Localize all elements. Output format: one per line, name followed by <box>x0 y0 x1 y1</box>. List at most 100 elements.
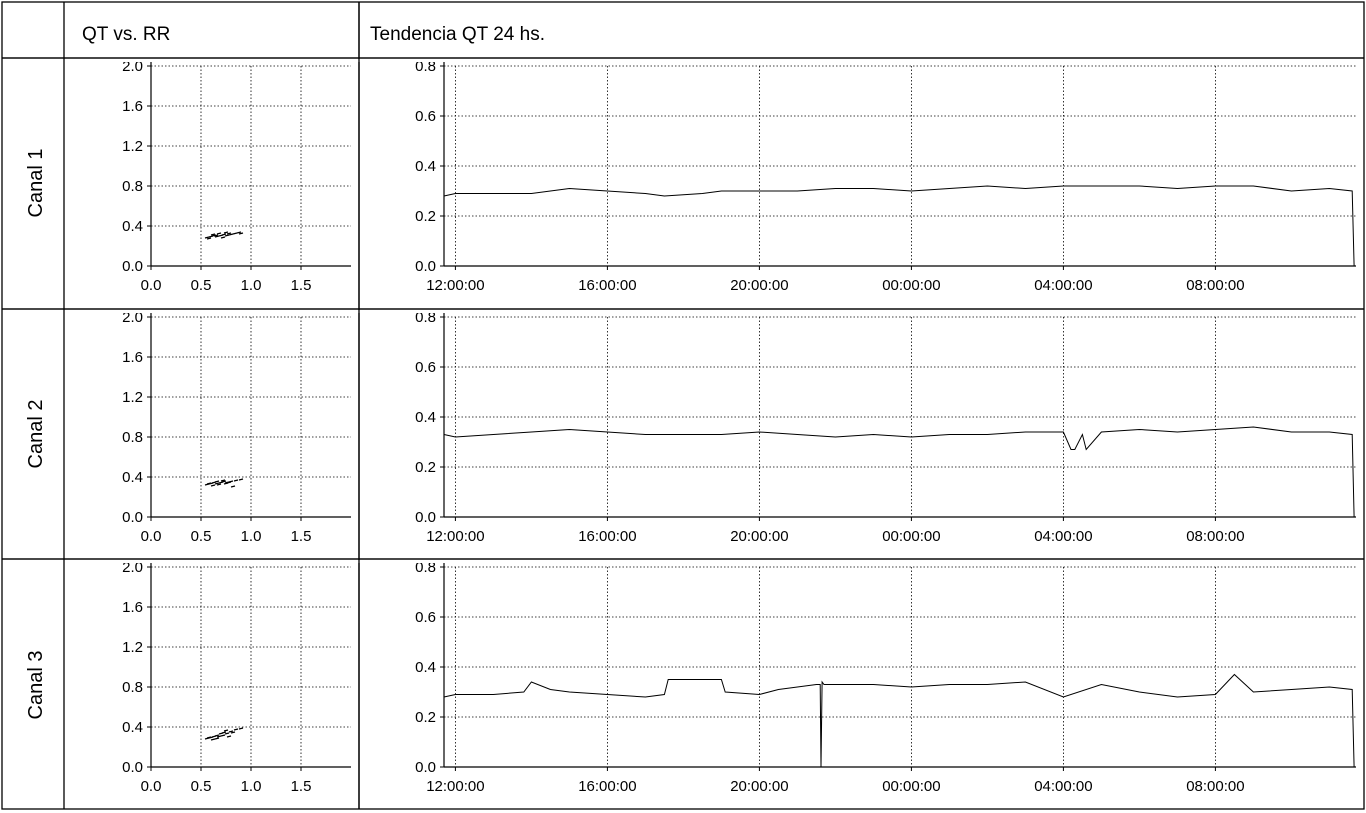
qt-trend-chart-canal-3: 0.0 0.2 0.4 0.6 0.8 12:00:00 16:00:00 20:00:00 0… <box>415 559 1356 795</box>
scatter-point <box>214 482 220 485</box>
scatter-point <box>238 232 244 235</box>
scatter-point <box>223 231 229 234</box>
x-tick-label: 20:00:00 <box>730 778 788 795</box>
scatter-point <box>230 485 236 488</box>
x-tick-label: 12:00:00 <box>426 277 484 294</box>
scatter-point <box>214 734 220 737</box>
qt-trend-chart-canal-1: 0.0 0.2 0.4 0.6 0.8 12:00:00 16:00:00 20:00:00 0… <box>415 58 1356 294</box>
y-tick-label: 0.6 <box>415 609 436 626</box>
y-tick-label: 0.4 <box>122 218 143 235</box>
y-tick-label: 0.8 <box>122 679 143 696</box>
scatter-point <box>210 738 216 741</box>
y-tick-label: 0.4 <box>415 409 436 426</box>
scatter-point <box>206 237 212 240</box>
x-tick-label: 04:00:00 <box>1034 778 1092 795</box>
x-tick-label: 00:00:00 <box>882 277 940 294</box>
y-tick-label: 2.0 <box>122 559 143 576</box>
x-tick-label: 04:00:00 <box>1034 277 1092 294</box>
y-tick-label: 0.2 <box>415 709 436 726</box>
scatter-point <box>230 731 236 734</box>
x-tick-label: 04:00:00 <box>1034 528 1092 545</box>
x-tick-label: 20:00:00 <box>730 277 788 294</box>
y-tick-label: 1.6 <box>122 349 143 366</box>
scatter-point <box>210 233 216 236</box>
x-tick-label: 0.5 <box>191 528 212 545</box>
scatter-point <box>233 479 239 482</box>
y-tick-label: 0.2 <box>415 208 436 225</box>
x-tick-label: 1.0 <box>241 528 262 545</box>
qt-rr-scatter-canal-2: 0.0 0.4 0.8 1.2 1.6 2.0 0.0 0.5 1.0 1.5 <box>122 309 351 545</box>
row-top-mask <box>66 310 1362 313</box>
scatter-point <box>226 232 232 235</box>
x-tick-label: 0.0 <box>141 778 162 795</box>
row-top-mask <box>66 560 1362 563</box>
y-tick-label: 0.4 <box>415 659 436 676</box>
x-tick-label: 12:00:00 <box>426 528 484 545</box>
scatter-point <box>232 232 238 235</box>
scatter-point <box>220 236 226 239</box>
y-tick-label: 0.4 <box>122 719 143 736</box>
y-tick-label: 0.2 <box>415 459 436 476</box>
y-tick-label: 2.0 <box>122 309 143 326</box>
scatter-point <box>226 735 232 738</box>
scatter-point <box>204 236 210 239</box>
scatter-column-header: QT vs. RR <box>82 24 170 45</box>
scatter-point <box>221 233 227 236</box>
x-tick-label: 1.0 <box>241 277 262 294</box>
x-tick-label: 1.5 <box>291 277 312 294</box>
y-tick-label: 0.8 <box>122 178 143 195</box>
y-tick-label: 2.0 <box>122 58 143 75</box>
scatter-point <box>223 729 229 732</box>
scatter-point <box>233 728 239 731</box>
x-tick-label: 00:00:00 <box>882 528 940 545</box>
trend-column-header: Tendencia QT 24 hs. <box>370 24 545 45</box>
y-tick-label: 0.4 <box>415 158 436 175</box>
y-tick-label: 0.6 <box>415 359 436 376</box>
x-tick-label: 08:00:00 <box>1186 528 1244 545</box>
x-tick-label: 00:00:00 <box>882 778 940 795</box>
y-tick-label: 0.0 <box>415 759 436 776</box>
scatter-point <box>216 232 222 235</box>
scatter-point <box>214 737 220 740</box>
scatter-point <box>206 736 212 739</box>
x-tick-label: 1.5 <box>291 778 312 795</box>
channel-label-2: Canal 2 <box>25 400 47 469</box>
scatter-point <box>236 231 242 234</box>
x-tick-label: 20:00:00 <box>730 528 788 545</box>
x-tick-label: 08:00:00 <box>1186 778 1244 795</box>
x-tick-label: 1.0 <box>241 778 262 795</box>
qt-trend-line <box>443 426 1355 518</box>
x-tick-label: 16:00:00 <box>578 778 636 795</box>
scatter-point <box>220 479 226 482</box>
x-tick-label: 08:00:00 <box>1186 277 1244 294</box>
x-tick-label: 16:00:00 <box>578 528 636 545</box>
scatter-point <box>224 234 230 237</box>
y-tick-label: 0.0 <box>122 509 143 526</box>
channel-label-1: Canal 1 <box>25 149 47 218</box>
scatter-point <box>206 482 212 485</box>
scatter-point <box>228 730 234 733</box>
y-tick-label: 0.0 <box>122 759 143 776</box>
x-tick-label: 0.5 <box>191 778 212 795</box>
y-tick-label: 1.2 <box>122 639 143 656</box>
y-tick-label: 0.8 <box>415 309 436 326</box>
x-tick-label: 0.5 <box>191 277 212 294</box>
scatter-point <box>213 234 219 237</box>
y-tick-label: 0.0 <box>415 258 436 275</box>
y-tick-label: 0.0 <box>122 258 143 275</box>
scatter-point <box>221 731 227 734</box>
row-top-mask <box>66 59 1362 62</box>
qt-rr-scatter-canal-3: 0.0 0.4 0.8 1.2 1.6 2.0 0.0 0.5 1.0 1.5 <box>122 559 351 795</box>
y-tick-label: 0.8 <box>415 58 436 75</box>
x-tick-label: 16:00:00 <box>578 277 636 294</box>
y-tick-label: 0.8 <box>122 429 143 446</box>
scatter-point <box>220 734 226 737</box>
y-tick-label: 1.2 <box>122 389 143 406</box>
qt-trend-chart-canal-2: 0.0 0.2 0.4 0.6 0.8 12:00:00 16:00:00 20:00:00 0… <box>415 309 1356 545</box>
x-tick-label: 0.0 <box>141 528 162 545</box>
scatter-point <box>226 481 232 484</box>
scatter-point <box>216 483 222 486</box>
scatter-point <box>214 480 220 483</box>
